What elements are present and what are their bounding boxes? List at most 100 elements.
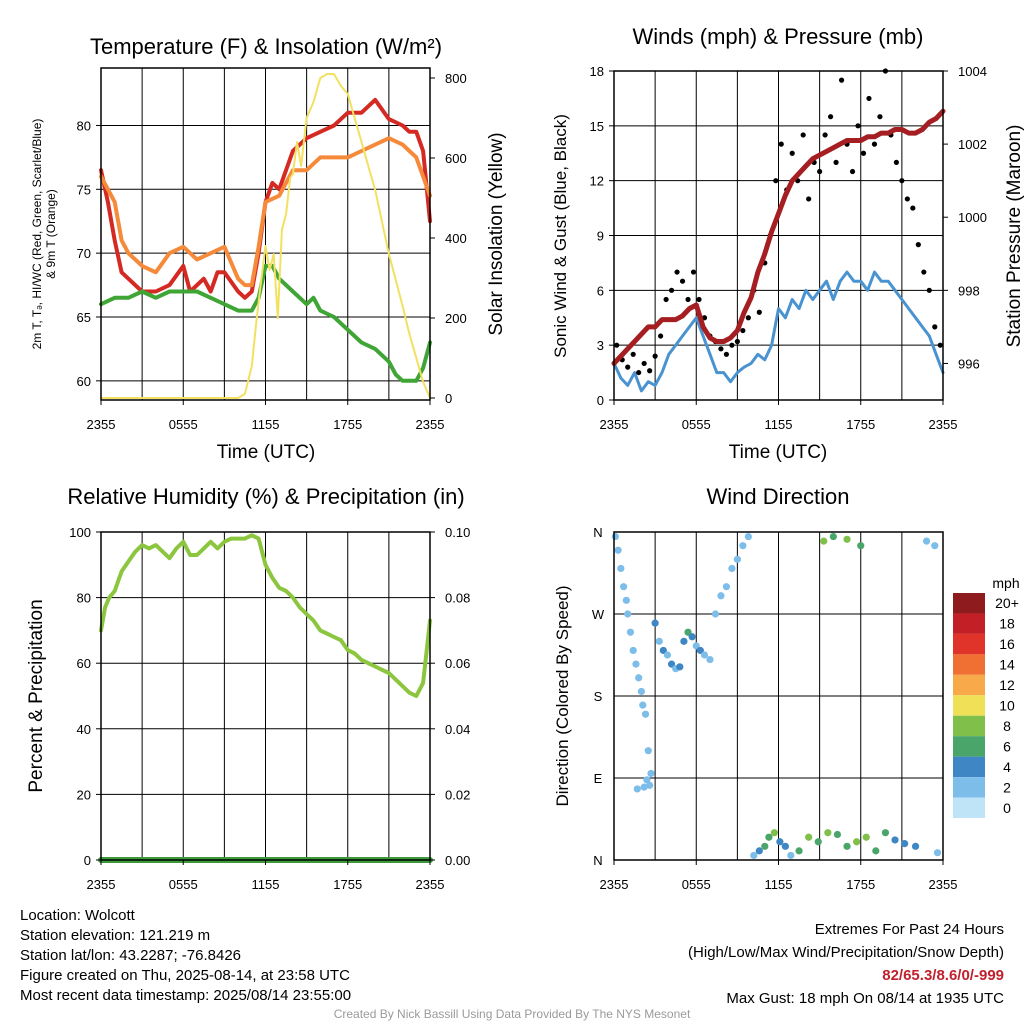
colorbar-label: 14 [999, 657, 1015, 673]
wind-direction-point [750, 851, 758, 860]
wind-direction-point [781, 842, 789, 850]
y-tick-label: 65 [77, 310, 91, 325]
panel4-grid [614, 532, 943, 860]
x-tick-label: 1155 [765, 417, 793, 432]
wind-direction-point [843, 842, 851, 850]
wind-direction-point [680, 637, 688, 645]
gust-point [937, 342, 943, 348]
panel1-ylabel-line2: & 9m T (Orange) [44, 189, 58, 279]
station-location: Location: Wolcott [20, 907, 135, 924]
wind-direction-point [739, 542, 747, 550]
figure-created: Figure created on Thu, 2025-08-14, at 23… [20, 967, 350, 984]
gust-point [910, 205, 916, 211]
gust-point [778, 141, 784, 147]
x-tick-label: 0555 [682, 877, 711, 892]
station-elevation: Station elevation: 121.219 m [20, 927, 211, 944]
wind-direction-point [881, 829, 890, 837]
gust-point [647, 368, 653, 374]
colorbar-label: 12 [999, 677, 1015, 693]
gust-point [614, 342, 620, 348]
colorbar-swatch [953, 633, 985, 655]
x-tick-label: 0555 [682, 417, 711, 432]
wind-direction-point [770, 829, 778, 837]
gust-point [915, 242, 921, 248]
panel1-xlabel: Time (UTC) [217, 442, 316, 463]
gust-point [926, 287, 932, 293]
wind-direction-point [617, 564, 625, 573]
gust-point [932, 324, 938, 330]
wind-direction-point [643, 776, 651, 784]
gust-point [756, 309, 762, 315]
colorbar-label: 8 [1003, 718, 1011, 734]
gust-point [899, 178, 905, 184]
gust-point [679, 278, 686, 284]
colorbar-label: 0 [1003, 800, 1011, 816]
gust-point [641, 360, 647, 367]
gust-point [855, 123, 861, 129]
y-tick-label: 9 [597, 229, 604, 244]
x-tick-label: 2355 [929, 877, 958, 892]
wind-direction-point [644, 747, 652, 755]
gust-point [745, 315, 751, 321]
x-tick-label: 1755 [846, 877, 875, 892]
gust-point [838, 77, 845, 83]
colorbar-label: 4 [1003, 759, 1011, 775]
colorbar-label: 6 [1003, 738, 1011, 754]
wind-direction-point [901, 840, 909, 848]
y2-tick-label: 0.00 [445, 853, 470, 868]
x-tick-label: 2355 [416, 417, 445, 432]
wind-direction-point [700, 651, 709, 659]
y-tick-label: S [594, 689, 603, 704]
wind-direction-point [755, 847, 763, 855]
panel2-grid [614, 71, 943, 400]
wind-direction-point [629, 646, 637, 655]
y-tick-label: 80 [77, 118, 91, 133]
gust-point [893, 159, 899, 165]
panel1-ylabel-line1: 2m T, Tₔ, HI/WC (Red, Green, Scarlet/Blu… [30, 119, 44, 350]
panel2-y2label: Station Pressure (Maroon) [1004, 125, 1024, 348]
wind-direction-point [911, 842, 920, 850]
wind-direction-point [922, 537, 931, 545]
wind-direction-point [814, 838, 822, 846]
wind-direction-point [663, 651, 672, 659]
panel4-ylabel: Direction (Colored By Speed) [553, 585, 572, 806]
panel2-ylabel: Sonic Wind & Gust (Blue, Black) [551, 114, 570, 358]
panel3-grid [101, 532, 430, 860]
x-tick-label: 0555 [169, 877, 198, 892]
wind-direction-point [640, 783, 648, 791]
y-tick-label: 60 [77, 374, 91, 389]
colorbar-swatch [953, 613, 985, 634]
gust-point [800, 132, 806, 138]
y2-tick-label: 800 [445, 71, 467, 86]
y2-tick-label: 1000 [958, 210, 987, 225]
wind-direction-point [933, 849, 942, 857]
gust-point [696, 296, 702, 303]
x-tick-label: 2355 [929, 417, 958, 432]
gust-point [871, 141, 878, 147]
colorbar-swatch [953, 797, 985, 818]
gust-point [630, 351, 636, 357]
wind-direction-point [688, 633, 696, 641]
y-tick-label: 70 [77, 246, 91, 261]
wind-direction-point [632, 660, 640, 668]
series-line-solar-insolation [100, 73, 431, 399]
panel-wind-direction: Wind Direction 2355 0555 1155 1755 2355 N E S W N… [553, 484, 1020, 892]
wind-direction-point [717, 592, 725, 600]
gust-point [663, 296, 669, 303]
colorbar-label: 10 [999, 698, 1015, 714]
colorbar-label: 2 [1003, 779, 1011, 795]
series-line-9m-t [99, 136, 432, 288]
y2-tick-label: 400 [445, 231, 467, 246]
y-tick-label: 12 [590, 174, 604, 189]
y2-tick-label: 0.04 [445, 722, 470, 737]
colorbar-swatch [953, 715, 985, 737]
wind-direction-point [619, 583, 628, 591]
gust-point [652, 353, 658, 359]
x-tick-label: 1155 [765, 877, 793, 892]
y-tick-label: 60 [77, 656, 91, 671]
panel1-y2label: Solar Insolation (Yellow) [486, 132, 507, 335]
extremes-values: 82/65.3/8.6/0/-999 [882, 967, 1004, 984]
wind-direction-point [931, 542, 939, 550]
panel4-title: Wind Direction [706, 484, 849, 509]
y2-tick-label: 200 [445, 311, 467, 326]
